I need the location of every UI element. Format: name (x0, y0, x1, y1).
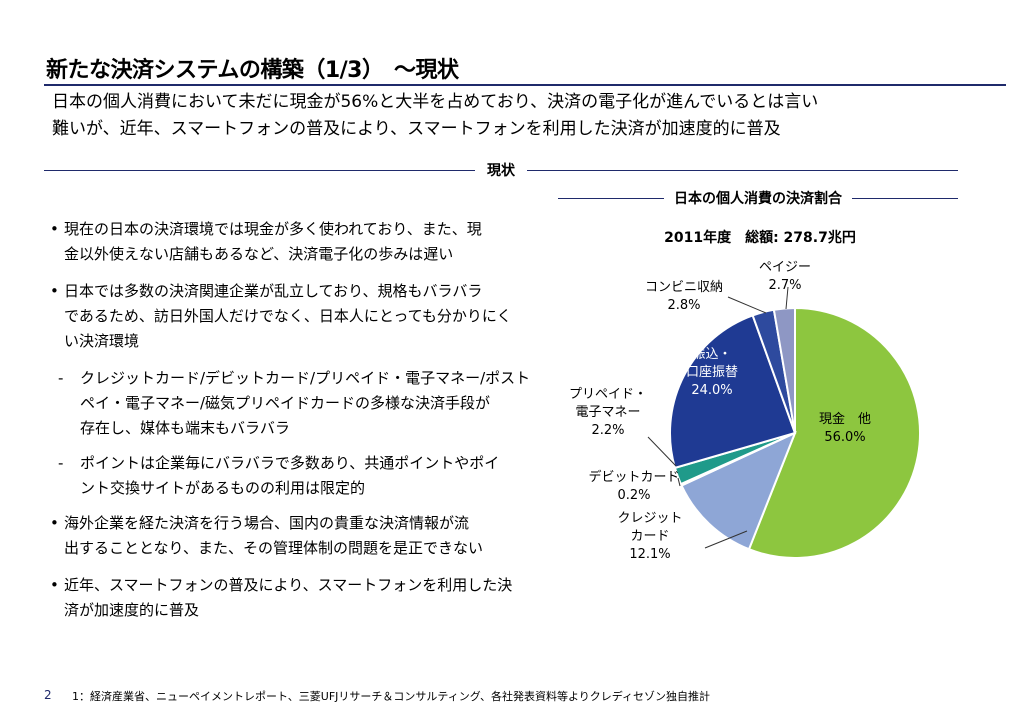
bullet-line: 済が加速度的に普及 (64, 601, 200, 619)
bullet-item: • 現在の日本の決済環境では現金が多く使われており、また、現 金以外使えない店舗… (50, 217, 570, 267)
chart-header: 日本の個人消費の決済割合 (558, 189, 958, 207)
lead-text: 日本の個人消費において未だに現金が56%と大半を占めており、決済の電子化が進んで… (52, 89, 982, 143)
bullet-mark: • (50, 282, 59, 300)
slice-category-label: プリペイド・ (569, 387, 647, 402)
slice-value-label: 56.0% (824, 430, 865, 445)
pie-slice (772, 306, 796, 434)
bullet-line: い決済環境 (64, 332, 140, 350)
slice-value-label: 2.8% (667, 298, 700, 313)
slice-category-label: 現金 他 (819, 411, 871, 427)
sub-bullet-line: 存在し、媒体も端末もバラバラ (80, 419, 290, 437)
slice-category-label: 電子マネー (575, 405, 640, 420)
bullet-line: 現在の日本の決済環境では現金が多く使われており、また、現 (64, 220, 482, 238)
sub-bullet-line: クレジットカード/デビットカード/プリペイド・電子マネー/ポスト (80, 369, 531, 387)
slice-value-label: 2.2% (591, 423, 624, 438)
section-header: 現状 (44, 160, 958, 180)
bullet-line: であるため、訪日外国人だけでなく、日本人にとっても分かりにく (64, 307, 512, 325)
sub-bullet-mark: - (58, 454, 64, 472)
bullet-line: 金以外使えない店舗もあるなど、決済電子化の歩みは遅い (64, 245, 454, 263)
slice-category-label: クレジット (617, 511, 682, 526)
bullet-line: 出することとなり、また、その管理体制の問題を是正できない (64, 539, 483, 557)
section-rule-left (44, 169, 475, 171)
bullet-mark: • (50, 514, 59, 532)
slice-category-label: コンビニ収納 (645, 280, 723, 295)
chart-rule-right (852, 197, 958, 199)
bullet-item: • 海外企業を経た決済を行う場合、国内の貴重な決済情報が流 出することとなり、ま… (50, 511, 570, 561)
slice-value-label: 24.0% (691, 383, 732, 398)
pie-slice (680, 431, 797, 551)
leader-line (647, 436, 677, 467)
bullet-line: 海外企業を経た決済を行う場合、国内の貴重な決済情報が流 (64, 514, 470, 532)
pie-slice (747, 306, 921, 559)
bullet-list: • 現在の日本の決済環境では現金が多く使われており、また、現 金以外使えない店舗… (50, 217, 570, 635)
sub-bullet-line: ント交換サイトがあるものの利用は限定的 (80, 479, 366, 497)
leader-line (785, 286, 789, 310)
slice-category-label: ペイジー (759, 260, 811, 275)
leader-line (677, 477, 681, 487)
chart-rule-left (558, 197, 664, 199)
chart-subtitle: 2011年度 総額: 278.7兆円 (664, 230, 856, 246)
slice-category-label: 振込・ (692, 347, 731, 362)
slice-category-label: デビットカード (588, 469, 679, 485)
sub-bullet-item: - ポイントは企業毎にバラバラで多数あり、共通ポイントやポイ ント交換サイトがあ… (50, 451, 570, 501)
leader-line (704, 530, 748, 549)
sub-bullet-mark: - (58, 369, 64, 387)
lead-line: 難いが、近年、スマートフォンの普及により、スマートフォンを利用した決済が加速度的… (52, 119, 781, 139)
sub-bullet-item: - クレジットカード/デビットカード/プリペイド・電子マネー/ポスト ペイ・電子… (50, 366, 570, 441)
section-label: 現状 (487, 163, 515, 179)
bullet-mark: • (50, 576, 59, 594)
page-title: 新たな決済システムの構築（1/3） ～現状 (46, 58, 459, 83)
slice-category-label: 口座振替 (686, 365, 738, 380)
slice-value-label: 0.2% (617, 488, 650, 503)
bullet-mark: • (50, 220, 59, 238)
bullet-item: • 日本では多数の決済関連企業が乱立しており、規格もバラバラ であるため、訪日外… (50, 279, 570, 354)
bullet-line: 近年、スマートフォンの普及により、スマートフォンを利用した決 (64, 576, 513, 594)
sub-bullet-line: ポイントは企業毎にバラバラで多数あり、共通ポイントやポイ (80, 454, 500, 472)
bullet-item: • 近年、スマートフォンの普及により、スマートフォンを利用した決 済が加速度的に… (50, 573, 570, 623)
slice-category-label: カード (630, 529, 669, 544)
sub-bullet-line: ペイ・電子マネー/磁気プリペイドカードの多様な決済手段が (80, 394, 491, 412)
title-divider (44, 84, 1006, 86)
section-rule-right (527, 169, 958, 171)
slice-value-label: 2.7% (768, 278, 801, 293)
source-footnote: 1：経済産業省、ニューペイメントレポート、三菱UFJリサーチ＆コンサルティング、… (72, 690, 710, 703)
bullet-line: 日本では多数の決済関連企業が乱立しており、規格もバラバラ (64, 282, 483, 300)
lead-line: 日本の個人消費において未だに現金が56%と大半を占めており、決済の電子化が進んで… (52, 92, 819, 112)
slice-value-label: 12.1% (629, 547, 670, 562)
chart-title: 日本の個人消費の決済割合 (674, 191, 842, 207)
pie-slice (669, 314, 797, 470)
leader-line (727, 296, 767, 314)
page-number: 2 (44, 688, 52, 702)
